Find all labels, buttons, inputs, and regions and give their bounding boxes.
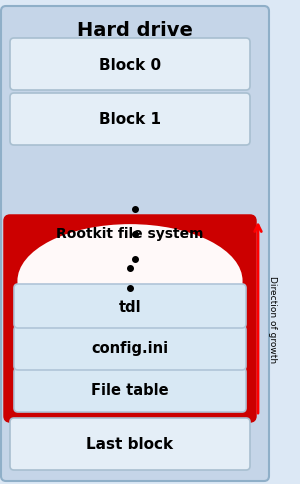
Ellipse shape bbox=[70, 249, 190, 314]
Ellipse shape bbox=[42, 236, 218, 327]
Text: Block 1: Block 1 bbox=[99, 112, 161, 127]
Ellipse shape bbox=[33, 232, 227, 331]
Ellipse shape bbox=[44, 237, 215, 326]
Ellipse shape bbox=[40, 235, 220, 328]
FancyBboxPatch shape bbox=[5, 216, 255, 421]
Ellipse shape bbox=[55, 242, 206, 321]
FancyBboxPatch shape bbox=[10, 39, 250, 91]
Ellipse shape bbox=[46, 238, 214, 325]
Ellipse shape bbox=[72, 249, 188, 314]
Ellipse shape bbox=[22, 227, 238, 336]
Ellipse shape bbox=[36, 233, 224, 330]
Text: Last block: Last block bbox=[86, 437, 174, 452]
Ellipse shape bbox=[27, 229, 233, 333]
Ellipse shape bbox=[39, 234, 221, 329]
FancyBboxPatch shape bbox=[10, 418, 250, 470]
Text: Rootkit file system: Rootkit file system bbox=[56, 227, 204, 241]
Ellipse shape bbox=[30, 230, 230, 333]
Ellipse shape bbox=[25, 228, 236, 335]
Ellipse shape bbox=[61, 245, 198, 318]
FancyBboxPatch shape bbox=[14, 285, 246, 328]
Ellipse shape bbox=[66, 247, 194, 316]
Ellipse shape bbox=[56, 242, 204, 321]
Text: File table: File table bbox=[91, 383, 169, 398]
Ellipse shape bbox=[52, 240, 208, 323]
Ellipse shape bbox=[43, 236, 217, 327]
Text: Hard drive: Hard drive bbox=[77, 20, 193, 39]
Ellipse shape bbox=[19, 226, 241, 337]
Ellipse shape bbox=[60, 244, 200, 319]
Text: config.ini: config.ini bbox=[92, 341, 169, 356]
Ellipse shape bbox=[32, 231, 228, 332]
Ellipse shape bbox=[50, 240, 210, 323]
FancyBboxPatch shape bbox=[14, 326, 246, 370]
Text: Direction of growth: Direction of growth bbox=[268, 276, 277, 363]
Ellipse shape bbox=[26, 228, 234, 334]
Ellipse shape bbox=[17, 225, 243, 338]
Ellipse shape bbox=[20, 226, 240, 337]
Ellipse shape bbox=[23, 227, 237, 335]
Ellipse shape bbox=[64, 246, 196, 317]
Text: Block 0: Block 0 bbox=[99, 58, 161, 72]
Ellipse shape bbox=[49, 239, 211, 324]
Ellipse shape bbox=[73, 250, 187, 313]
FancyBboxPatch shape bbox=[10, 94, 250, 146]
Ellipse shape bbox=[34, 232, 226, 331]
Ellipse shape bbox=[57, 243, 203, 320]
Ellipse shape bbox=[63, 245, 197, 318]
Text: tdl: tdl bbox=[119, 299, 141, 314]
Ellipse shape bbox=[29, 230, 231, 333]
Ellipse shape bbox=[47, 238, 213, 325]
FancyBboxPatch shape bbox=[14, 368, 246, 412]
Ellipse shape bbox=[59, 243, 201, 319]
Ellipse shape bbox=[67, 247, 193, 316]
Ellipse shape bbox=[53, 241, 207, 322]
Ellipse shape bbox=[38, 234, 223, 329]
Ellipse shape bbox=[69, 248, 191, 315]
FancyBboxPatch shape bbox=[1, 7, 269, 481]
